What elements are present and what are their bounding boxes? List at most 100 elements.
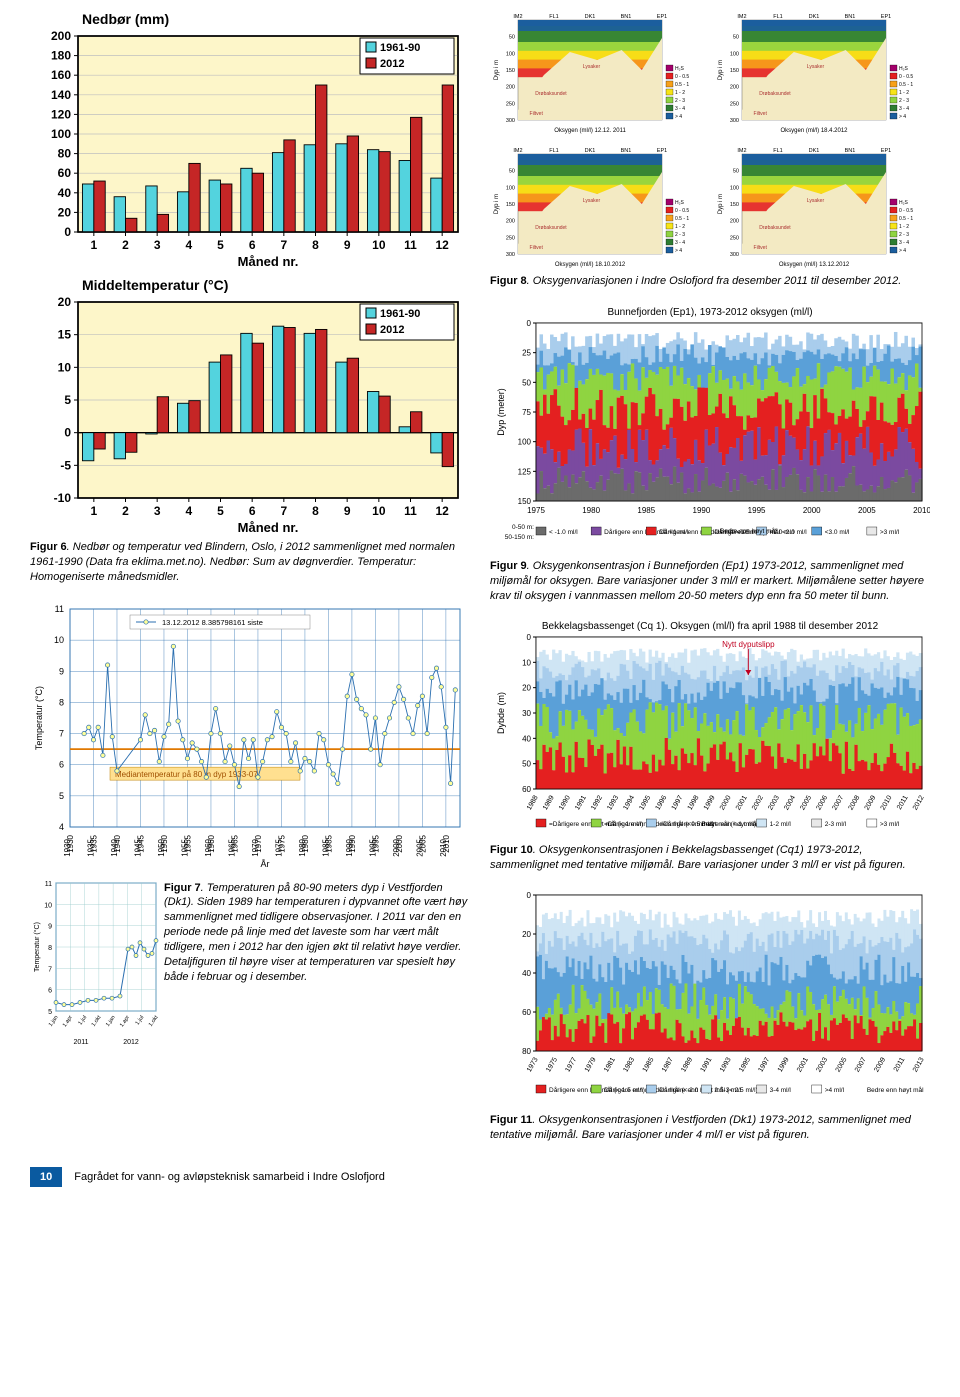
svg-text:11: 11 (55, 604, 64, 614)
svg-text:5: 5 (217, 504, 224, 518)
svg-text:9: 9 (59, 666, 64, 676)
svg-text:1999: 1999 (703, 795, 717, 812)
svg-text:2003: 2003 (815, 1056, 829, 1073)
svg-text:40: 40 (522, 969, 531, 978)
svg-text:>3 ml/l: >3 ml/l (880, 821, 900, 828)
svg-text:1.jul: 1.jul (135, 1014, 146, 1026)
svg-text:2005: 2005 (799, 795, 813, 812)
svg-text:1: 1 (90, 504, 97, 518)
svg-text:4: 4 (59, 822, 64, 832)
svg-text:180: 180 (51, 49, 71, 63)
svg-text:0 - 0.5: 0 - 0.5 (899, 74, 913, 80)
svg-text:150: 150 (730, 68, 739, 74)
svg-text:2 - 3: 2 - 3 (899, 98, 909, 104)
svg-text:100: 100 (506, 51, 515, 57)
fig8-panels: IM2FL1DK1BN1EP150100150200250300Dyp i mO… (490, 8, 930, 268)
svg-text:100: 100 (730, 185, 739, 191)
svg-text:1998: 1998 (687, 795, 701, 812)
svg-text:Drøbaksundet: Drøbaksundet (535, 91, 567, 97)
svg-text:2007: 2007 (854, 1056, 868, 1073)
svg-text:0.5 - 1: 0.5 - 1 (899, 216, 913, 222)
page-number: 10 (30, 1167, 62, 1187)
fig11-text: Oksygenkonsentrasjonen i Vestfjorden (Dk… (490, 1114, 911, 1141)
svg-text:2010: 2010 (913, 506, 930, 515)
svg-text:FL1: FL1 (773, 14, 782, 20)
svg-text:1994: 1994 (622, 795, 636, 812)
svg-text:Temperatur (°C): Temperatur (°C) (34, 685, 44, 749)
svg-text:250: 250 (506, 235, 515, 241)
svg-text:140: 140 (51, 88, 71, 102)
svg-text:12: 12 (435, 238, 449, 252)
svg-text:200: 200 (506, 85, 515, 91)
svg-text:1935: 1935 (89, 834, 98, 852)
svg-text:300: 300 (730, 118, 739, 124)
svg-text:1: 1 (90, 238, 97, 252)
svg-text:1988: 1988 (526, 795, 540, 812)
svg-text:2012: 2012 (123, 1039, 139, 1046)
fig7-text: Temperaturen på 80-90 meters dyp i Vestf… (164, 882, 467, 983)
svg-text:0: 0 (527, 633, 532, 642)
svg-text:1991: 1991 (700, 1056, 714, 1073)
svg-text:Lysaker: Lysaker (583, 64, 601, 70)
temp-chart: Middeltemperatur (°C)-10-505101520123456… (30, 274, 470, 534)
svg-text:0: 0 (527, 891, 532, 900)
svg-text:1940: 1940 (113, 834, 122, 852)
svg-text:1985: 1985 (324, 834, 333, 852)
svg-text:DK1: DK1 (809, 148, 820, 154)
svg-text:Nytt dyputslipp: Nytt dyputslipp (722, 640, 775, 649)
svg-text:7: 7 (48, 966, 52, 973)
svg-text:10: 10 (58, 360, 72, 374)
svg-text:1987: 1987 (661, 1056, 675, 1073)
svg-text:2007: 2007 (831, 795, 845, 812)
svg-text:300: 300 (506, 118, 515, 124)
svg-text:2009: 2009 (864, 795, 878, 812)
svg-text:15: 15 (58, 328, 72, 342)
svg-text:>4 ml/l: >4 ml/l (825, 1087, 845, 1094)
svg-text:Bedre enn høyt mål: Bedre enn høyt mål (701, 820, 758, 828)
svg-text:Filtvet: Filtvet (754, 111, 768, 117)
fig9-text: Oksygenkonsentrasjon i Bunnefjorden (Ep1… (490, 560, 924, 602)
svg-text:Drøbaksundet: Drøbaksundet (535, 225, 567, 231)
svg-text:H₂S: H₂S (675, 66, 685, 72)
svg-text:7: 7 (280, 238, 287, 252)
left-column: Nedbør (mm)02040608010012014016018020012… (30, 8, 470, 1157)
svg-text:7: 7 (59, 728, 64, 738)
svg-text:Lysaker: Lysaker (583, 198, 601, 204)
fig11-chart: 0204060801973197519771979198119831985198… (490, 887, 930, 1107)
svg-text:150: 150 (506, 202, 515, 208)
svg-text:BN1: BN1 (621, 14, 632, 20)
svg-text:Drøbaksundet: Drøbaksundet (759, 225, 791, 231)
svg-text:1970: 1970 (254, 834, 263, 852)
svg-text:160: 160 (51, 68, 71, 82)
svg-text:5: 5 (59, 790, 64, 800)
fig9-caption: Figur 9. Oksygenkonsentrasjon i Bunnefjo… (490, 559, 930, 604)
svg-text:0-50 m:: 0-50 m: (512, 524, 534, 531)
svg-text:2-3 ml/l: 2-3 ml/l (825, 821, 847, 828)
svg-text:8: 8 (312, 238, 319, 252)
svg-text:1980: 1980 (301, 834, 310, 852)
svg-text:200: 200 (506, 219, 515, 225)
svg-text:120: 120 (51, 107, 71, 121)
svg-text:IM2: IM2 (737, 14, 746, 20)
svg-text:1985: 1985 (637, 506, 655, 515)
svg-text:11: 11 (404, 238, 417, 252)
svg-text:10: 10 (522, 659, 531, 668)
svg-text:12: 12 (435, 504, 449, 518)
svg-text:3-4 ml/l: 3-4 ml/l (770, 1087, 792, 1094)
svg-text:Filtvet: Filtvet (530, 245, 544, 251)
svg-text:1.jan: 1.jan (48, 1014, 60, 1027)
svg-text:H₂S: H₂S (675, 200, 685, 206)
svg-text:2004: 2004 (783, 795, 797, 812)
page-footer: 10 Fagrådet for vann- og avløpsteknisk s… (30, 1167, 930, 1187)
svg-text:2010: 2010 (442, 834, 451, 852)
fig8-label: Figur 8 (490, 275, 527, 287)
svg-text:2011: 2011 (893, 1056, 907, 1073)
svg-text:EP1: EP1 (657, 148, 667, 154)
svg-text:> 4: > 4 (675, 114, 682, 120)
svg-text:3: 3 (154, 238, 161, 252)
svg-text:1930: 1930 (66, 834, 75, 852)
svg-text:1955: 1955 (183, 834, 192, 852)
svg-text:2: 2 (122, 504, 129, 518)
svg-text:2008: 2008 (848, 795, 862, 812)
svg-text:6: 6 (59, 759, 64, 769)
